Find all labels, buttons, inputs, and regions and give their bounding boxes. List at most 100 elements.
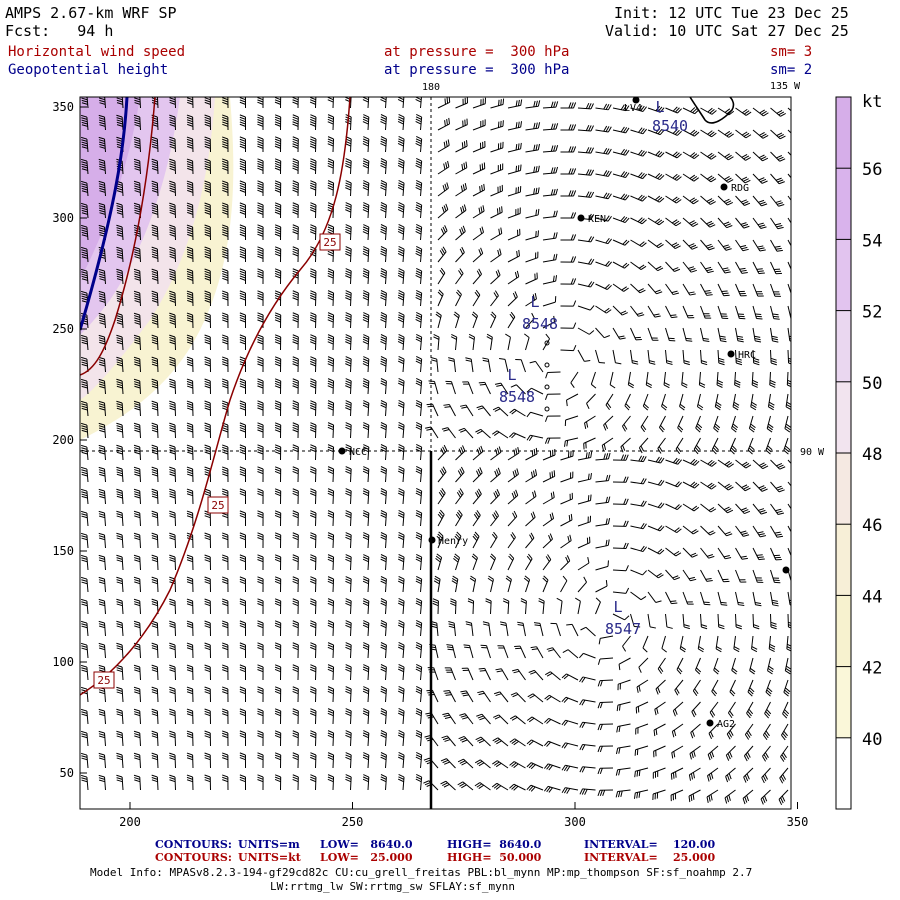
wind-barb bbox=[455, 246, 465, 263]
wind-barb bbox=[98, 532, 106, 549]
wind-barb bbox=[616, 701, 631, 712]
wind-barb bbox=[80, 554, 89, 571]
wind-barb bbox=[398, 356, 405, 373]
contours-label: CONTOURS: bbox=[155, 851, 232, 864]
wind-barb bbox=[327, 686, 335, 703]
wind-barb bbox=[169, 488, 176, 505]
wind-barb bbox=[507, 207, 521, 219]
wind-barb bbox=[116, 510, 124, 527]
wind-barb bbox=[222, 708, 229, 725]
wind-barb bbox=[780, 745, 789, 762]
wind-barb bbox=[618, 657, 631, 671]
wind-barb bbox=[577, 451, 593, 461]
wind-barb bbox=[647, 305, 661, 318]
wind-barb bbox=[717, 151, 734, 161]
wind-barb bbox=[327, 334, 335, 351]
wind-barb bbox=[542, 123, 559, 131]
wind-barb bbox=[169, 202, 176, 219]
wind-barb bbox=[490, 98, 505, 109]
wind-barb bbox=[186, 246, 194, 263]
wind-barb bbox=[561, 764, 579, 772]
wind-barb bbox=[186, 488, 194, 505]
wind-barb bbox=[752, 525, 767, 538]
wind-barb bbox=[717, 613, 725, 630]
wind-barb bbox=[510, 384, 526, 395]
wind-barb bbox=[765, 679, 773, 697]
wind-barb bbox=[507, 228, 521, 241]
wind-barb bbox=[526, 784, 544, 792]
wind-barb bbox=[494, 382, 509, 395]
wind-barb bbox=[327, 730, 335, 747]
wind-barb bbox=[116, 752, 124, 769]
wind-barb bbox=[784, 657, 791, 675]
colorbar-label: 44 bbox=[862, 587, 882, 607]
wind-barb bbox=[507, 468, 519, 483]
wind-barb bbox=[274, 334, 282, 351]
colorbar-segment bbox=[836, 239, 851, 311]
wind-barb bbox=[98, 488, 106, 505]
wind-barb bbox=[204, 554, 211, 571]
wind-barb bbox=[486, 333, 493, 351]
wind-barb bbox=[116, 378, 124, 395]
wind-barb bbox=[345, 268, 352, 285]
station-label: NCC bbox=[349, 447, 367, 458]
wind-barb bbox=[490, 248, 502, 263]
wind-barb bbox=[274, 752, 282, 769]
wind-barb bbox=[612, 216, 630, 224]
wind-barb bbox=[292, 378, 299, 395]
wind-barb bbox=[257, 444, 264, 461]
wind-barb bbox=[415, 707, 423, 725]
wind-barb bbox=[345, 202, 352, 219]
wind-barb bbox=[257, 224, 264, 241]
wind-barb bbox=[597, 701, 614, 709]
wind-barb bbox=[526, 411, 544, 418]
wind-barb bbox=[462, 381, 474, 395]
wind-barb bbox=[595, 560, 609, 571]
wind-barb bbox=[345, 576, 352, 593]
wind-barb bbox=[169, 378, 176, 395]
wind-barb bbox=[787, 217, 791, 224]
wind-barb bbox=[133, 664, 141, 681]
wind-barb bbox=[543, 763, 561, 771]
wind-barb bbox=[681, 371, 688, 389]
wind-barb bbox=[752, 283, 764, 297]
wind-barb bbox=[80, 422, 89, 439]
wind-barb bbox=[459, 404, 474, 417]
wind-barb bbox=[471, 311, 478, 329]
wind-barb bbox=[492, 760, 509, 769]
wind-barb bbox=[151, 664, 159, 681]
wind-barb bbox=[595, 539, 610, 549]
wind-barb bbox=[682, 327, 693, 342]
wind-barb bbox=[151, 136, 159, 153]
wind-barb bbox=[222, 642, 229, 659]
wind-barb bbox=[472, 140, 486, 153]
wind-barb bbox=[560, 102, 577, 109]
wind-barb bbox=[577, 576, 588, 593]
wind-barb bbox=[309, 290, 317, 307]
wind-barb bbox=[455, 488, 464, 505]
wind-barb bbox=[544, 415, 561, 422]
wind-barb bbox=[468, 333, 475, 351]
wind-barb bbox=[752, 613, 760, 630]
wind-barb bbox=[717, 525, 733, 537]
wind-barb bbox=[80, 202, 89, 219]
wind-barb bbox=[786, 635, 791, 652]
wind-barb bbox=[560, 234, 577, 241]
colorbar-label: 54 bbox=[862, 231, 882, 251]
wind-barb bbox=[274, 774, 282, 791]
wind-barb bbox=[169, 730, 176, 747]
wind-barb bbox=[682, 349, 690, 366]
wind-barb bbox=[544, 717, 561, 725]
wind-barb bbox=[239, 97, 246, 109]
wind-barb bbox=[752, 129, 769, 139]
wind-barb bbox=[695, 657, 702, 675]
wind-barb bbox=[487, 575, 494, 593]
wind-barb bbox=[257, 488, 264, 505]
y-tick-label: 200 bbox=[52, 433, 74, 447]
wind-barb bbox=[80, 620, 89, 637]
wind-barb bbox=[151, 554, 159, 571]
field1-level: at pressure = 300 hPa bbox=[384, 44, 570, 60]
wind-barb bbox=[204, 444, 211, 461]
wind-barb bbox=[770, 173, 785, 185]
wind-barb bbox=[766, 415, 774, 433]
